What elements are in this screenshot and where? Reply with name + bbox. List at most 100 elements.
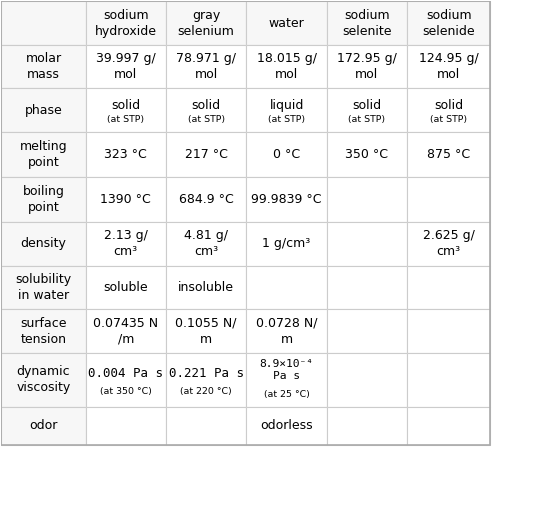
Bar: [246, 132, 327, 177]
Text: 684.9 °C: 684.9 °C: [179, 193, 234, 206]
Bar: [166, 89, 246, 132]
Bar: [246, 353, 327, 406]
Text: phase: phase: [25, 104, 62, 117]
Bar: [327, 406, 407, 445]
Bar: [86, 406, 166, 445]
Bar: [86, 132, 166, 177]
Bar: [86, 132, 166, 177]
Bar: [2, 2, 86, 45]
Text: (at 220 °C): (at 220 °C): [180, 387, 232, 396]
Bar: [2, 132, 86, 177]
Bar: [2, 309, 86, 353]
Bar: [327, 45, 407, 89]
Bar: [407, 266, 490, 309]
Bar: [246, 45, 327, 89]
Bar: [166, 353, 246, 406]
Bar: [86, 89, 166, 132]
Bar: [246, 132, 327, 177]
Bar: [246, 45, 327, 89]
Text: gray
selenium: gray selenium: [178, 9, 235, 38]
Bar: [407, 222, 490, 266]
Bar: [2, 45, 86, 89]
Bar: [327, 309, 407, 353]
Bar: [86, 353, 166, 406]
Text: 0.1055 N/
m: 0.1055 N/ m: [175, 317, 237, 346]
Bar: [86, 266, 166, 309]
Bar: [166, 45, 246, 89]
Bar: [166, 177, 246, 222]
Bar: [166, 132, 246, 177]
Bar: [166, 2, 246, 45]
Bar: [86, 406, 166, 445]
Text: 124.95 g/
mol: 124.95 g/ mol: [419, 52, 479, 81]
Bar: [2, 222, 86, 266]
Bar: [166, 309, 246, 353]
Text: (at 350 °C): (at 350 °C): [100, 387, 152, 396]
Bar: [246, 406, 327, 445]
Text: sodium
selenite: sodium selenite: [342, 9, 391, 38]
Bar: [246, 177, 327, 222]
Text: (at 25 °C): (at 25 °C): [264, 390, 310, 399]
Bar: [2, 406, 86, 445]
Bar: [246, 2, 327, 45]
Text: 78.971 g/
mol: 78.971 g/ mol: [176, 52, 236, 81]
Bar: [246, 309, 327, 353]
Bar: [246, 406, 327, 445]
Text: density: density: [21, 237, 67, 250]
Text: 0.07435 N
/m: 0.07435 N /m: [93, 317, 158, 346]
Bar: [407, 132, 490, 177]
Bar: [327, 89, 407, 132]
Bar: [166, 406, 246, 445]
Bar: [2, 177, 86, 222]
Bar: [166, 132, 246, 177]
Bar: [86, 177, 166, 222]
Bar: [86, 45, 166, 89]
Text: 0.221 Pa s: 0.221 Pa s: [169, 367, 244, 380]
Bar: [246, 309, 327, 353]
Text: solid: solid: [192, 98, 221, 112]
Bar: [407, 2, 490, 45]
Bar: [407, 89, 490, 132]
Bar: [327, 2, 407, 45]
Bar: [407, 266, 490, 309]
Bar: [2, 353, 86, 406]
Bar: [407, 177, 490, 222]
Bar: [246, 177, 327, 222]
Text: solid: solid: [111, 98, 140, 112]
Text: odor: odor: [29, 419, 58, 432]
Text: (at STP): (at STP): [188, 115, 225, 124]
Bar: [86, 222, 166, 266]
Bar: [327, 222, 407, 266]
Bar: [327, 132, 407, 177]
Bar: [246, 89, 327, 132]
Text: 323 °C: 323 °C: [104, 148, 147, 161]
Text: (at STP): (at STP): [348, 115, 385, 124]
Bar: [2, 266, 86, 309]
Bar: [407, 309, 490, 353]
Bar: [246, 222, 327, 266]
Text: liquid: liquid: [269, 98, 304, 112]
Text: surface
tension: surface tension: [20, 317, 67, 346]
Bar: [327, 132, 407, 177]
Bar: [86, 177, 166, 222]
Text: 8.9×10⁻⁴
Pa s: 8.9×10⁻⁴ Pa s: [259, 359, 313, 381]
Bar: [166, 309, 246, 353]
Bar: [166, 266, 246, 309]
Bar: [2, 309, 86, 353]
Bar: [86, 2, 166, 45]
Bar: [327, 266, 407, 309]
Bar: [166, 89, 246, 132]
Bar: [327, 222, 407, 266]
Bar: [327, 353, 407, 406]
Text: 875 °C: 875 °C: [427, 148, 470, 161]
Bar: [2, 45, 86, 89]
Text: molar
mass: molar mass: [26, 52, 62, 81]
Bar: [327, 406, 407, 445]
Bar: [246, 353, 327, 406]
Bar: [86, 309, 166, 353]
Bar: [2, 406, 86, 445]
Bar: [2, 222, 86, 266]
Bar: [246, 266, 327, 309]
Bar: [246, 266, 327, 309]
Text: (at STP): (at STP): [268, 115, 305, 124]
